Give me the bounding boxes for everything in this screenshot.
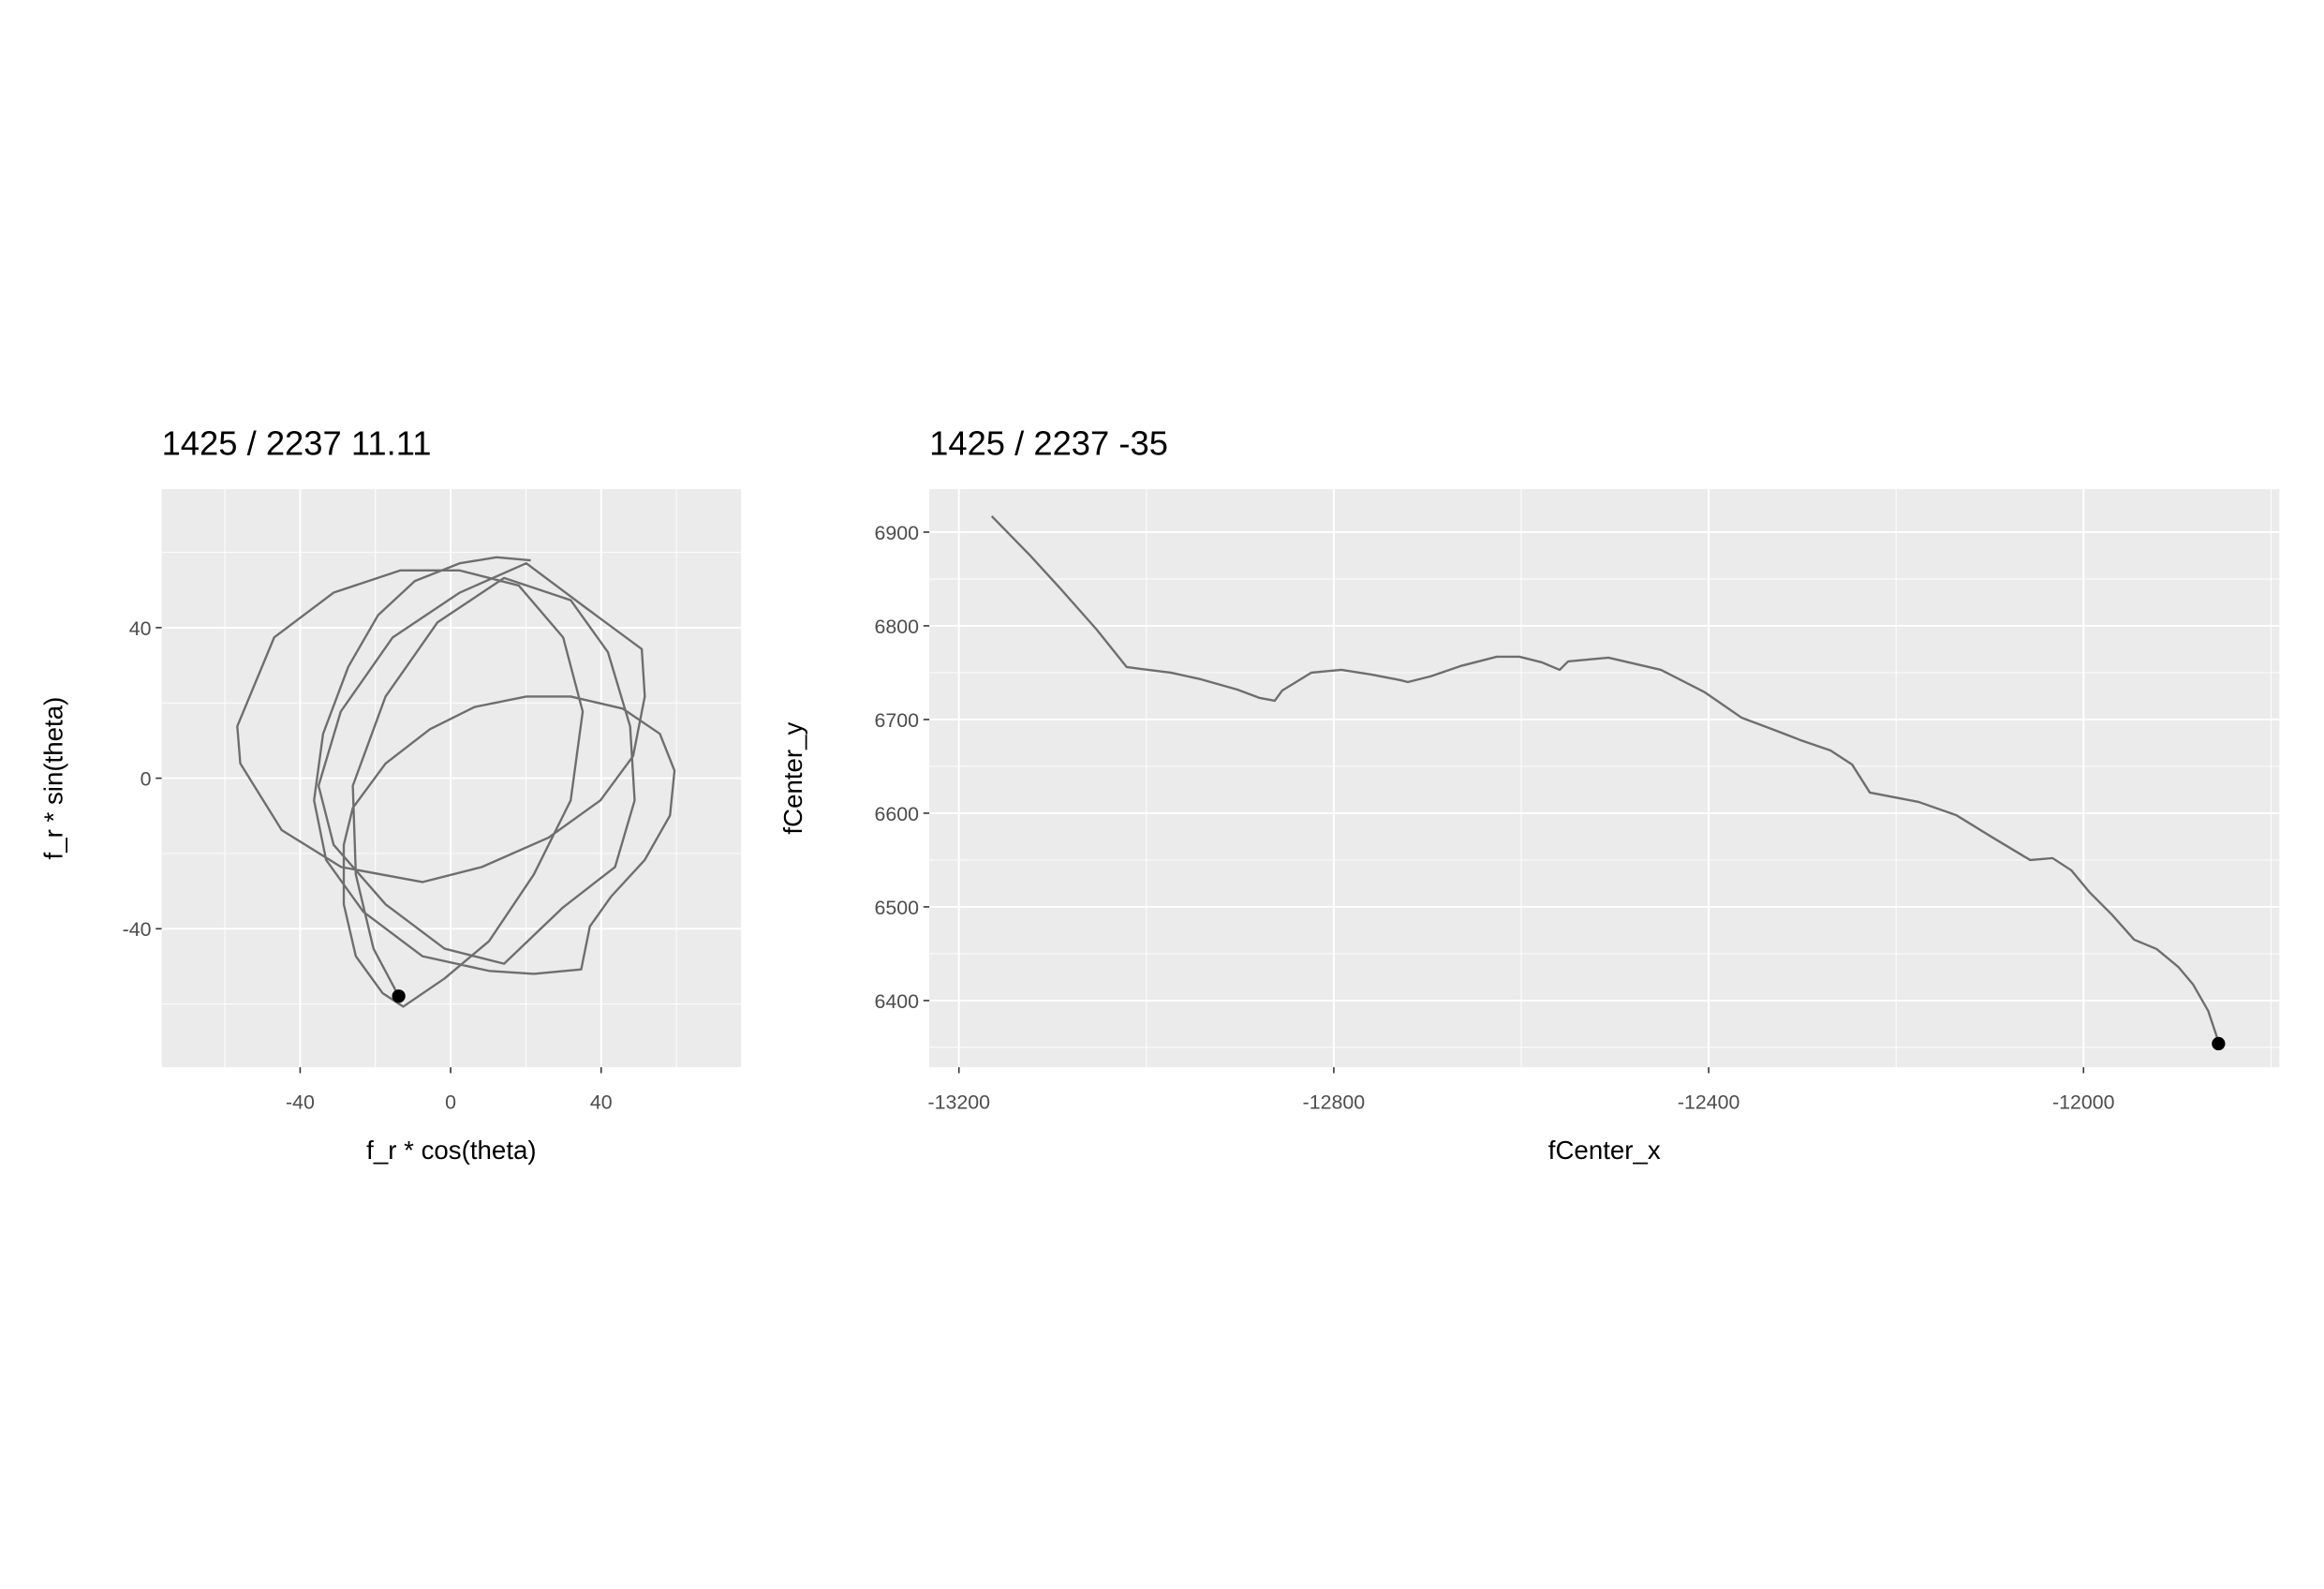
x-tick-label: -13200 — [927, 1091, 990, 1113]
x-axis-title: f_r * cos(theta) — [366, 1136, 536, 1165]
x-tick-label: 0 — [445, 1091, 456, 1113]
y-axis-title: f_r * sin(theta) — [39, 697, 68, 860]
x-axis-title: fCenter_x — [1548, 1136, 1661, 1165]
y-tick-label: 40 — [129, 617, 152, 640]
y-axis-title: fCenter_y — [778, 721, 807, 834]
y-tick-label: -40 — [123, 918, 152, 941]
y-tick-label: 6900 — [875, 522, 920, 544]
line — [236, 556, 676, 1008]
point — [392, 989, 406, 1003]
x-tick-label: -40 — [286, 1091, 315, 1113]
y-tick-label: 6500 — [875, 897, 920, 919]
y-tick-label: 6800 — [875, 616, 920, 638]
x-tick-label: -12800 — [1303, 1091, 1366, 1113]
point — [2212, 1036, 2226, 1051]
y-tick-label: 6700 — [875, 709, 920, 732]
y-tick-label: 6400 — [875, 990, 920, 1013]
plot-background — [929, 489, 2280, 1068]
chart-title: 1425 / 2237 -35 — [929, 424, 1168, 463]
line — [990, 515, 2220, 1043]
chart-title: 1425 / 2237 11.11 — [162, 424, 432, 463]
y-tick-label: 6600 — [875, 803, 920, 825]
x-tick-label: -12000 — [2052, 1091, 2115, 1113]
x-tick-label: 40 — [590, 1091, 613, 1113]
x-tick-label: -12400 — [1678, 1091, 1740, 1113]
y-tick-label: 0 — [141, 768, 152, 791]
